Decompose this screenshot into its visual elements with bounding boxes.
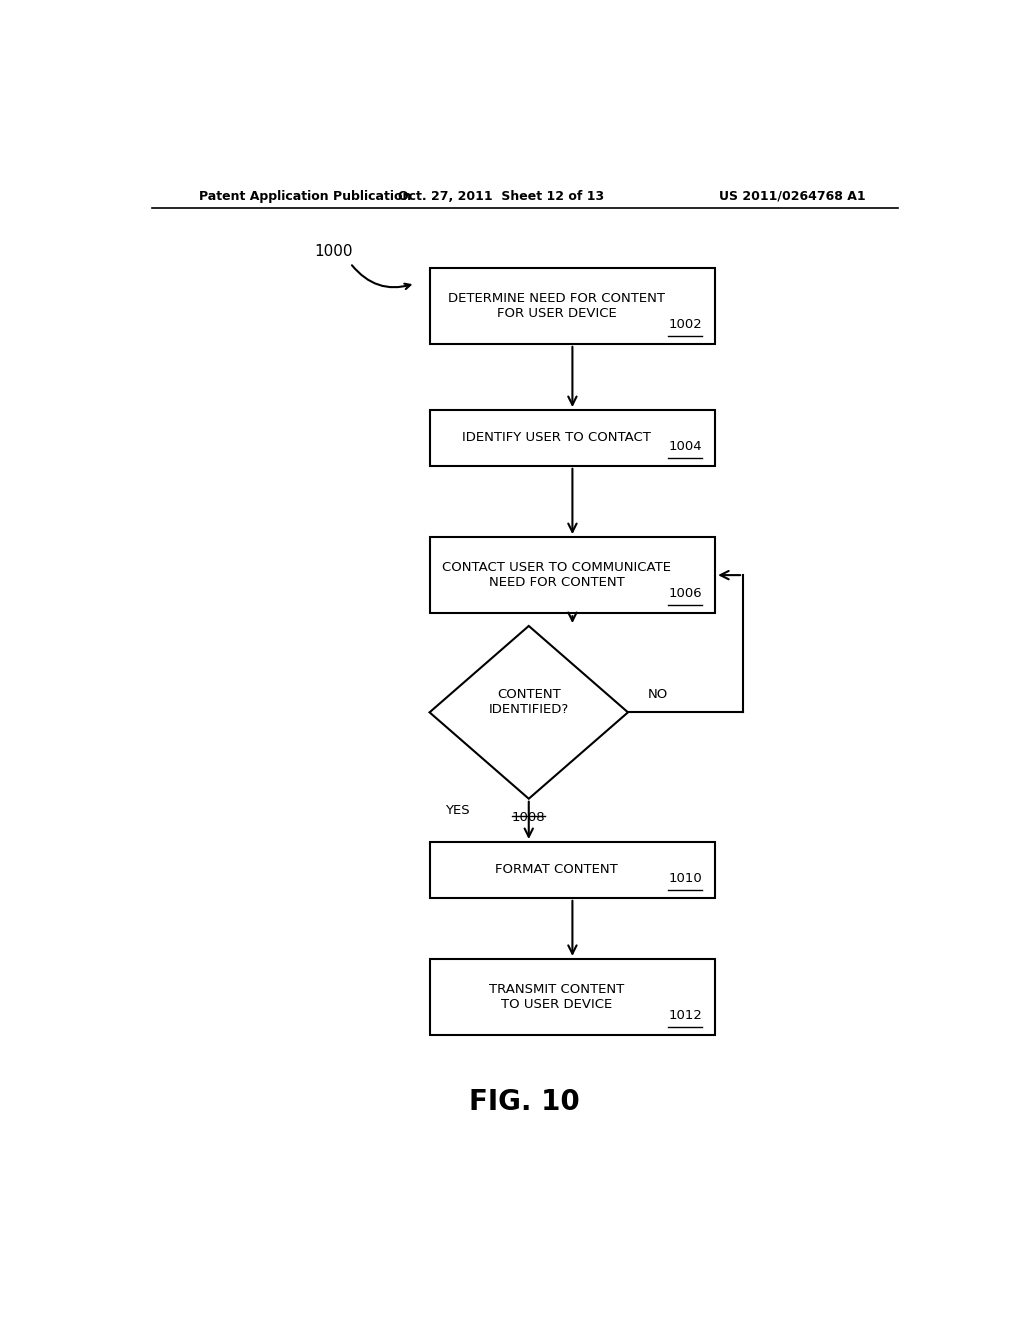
Bar xyxy=(430,958,715,1035)
Text: Oct. 27, 2011  Sheet 12 of 13: Oct. 27, 2011 Sheet 12 of 13 xyxy=(398,190,604,202)
Bar xyxy=(430,411,715,466)
Text: 1010: 1010 xyxy=(669,871,702,884)
Text: CONTENT
IDENTIFIED?: CONTENT IDENTIFIED? xyxy=(488,688,569,717)
Bar xyxy=(430,537,715,614)
Text: FORMAT CONTENT: FORMAT CONTENT xyxy=(496,863,617,876)
Text: 1012: 1012 xyxy=(669,1008,702,1022)
Bar xyxy=(430,842,715,898)
Bar xyxy=(430,268,715,345)
Text: 1002: 1002 xyxy=(669,318,702,331)
Text: DETERMINE NEED FOR CONTENT
FOR USER DEVICE: DETERMINE NEED FOR CONTENT FOR USER DEVI… xyxy=(449,292,665,319)
Text: IDENTIFY USER TO CONTACT: IDENTIFY USER TO CONTACT xyxy=(462,432,651,445)
Text: YES: YES xyxy=(445,804,470,817)
Text: 1000: 1000 xyxy=(314,244,353,260)
Text: CONTACT USER TO COMMUNICATE
NEED FOR CONTENT: CONTACT USER TO COMMUNICATE NEED FOR CON… xyxy=(442,561,671,589)
Text: US 2011/0264768 A1: US 2011/0264768 A1 xyxy=(720,190,866,202)
Text: FIG. 10: FIG. 10 xyxy=(469,1088,581,1115)
Text: 1008: 1008 xyxy=(512,810,546,824)
Text: 1006: 1006 xyxy=(669,587,701,601)
Text: Patent Application Publication: Patent Application Publication xyxy=(200,190,412,202)
Text: 1004: 1004 xyxy=(669,440,701,453)
Text: NO: NO xyxy=(648,688,668,701)
Text: TRANSMIT CONTENT
TO USER DEVICE: TRANSMIT CONTENT TO USER DEVICE xyxy=(488,983,625,1011)
